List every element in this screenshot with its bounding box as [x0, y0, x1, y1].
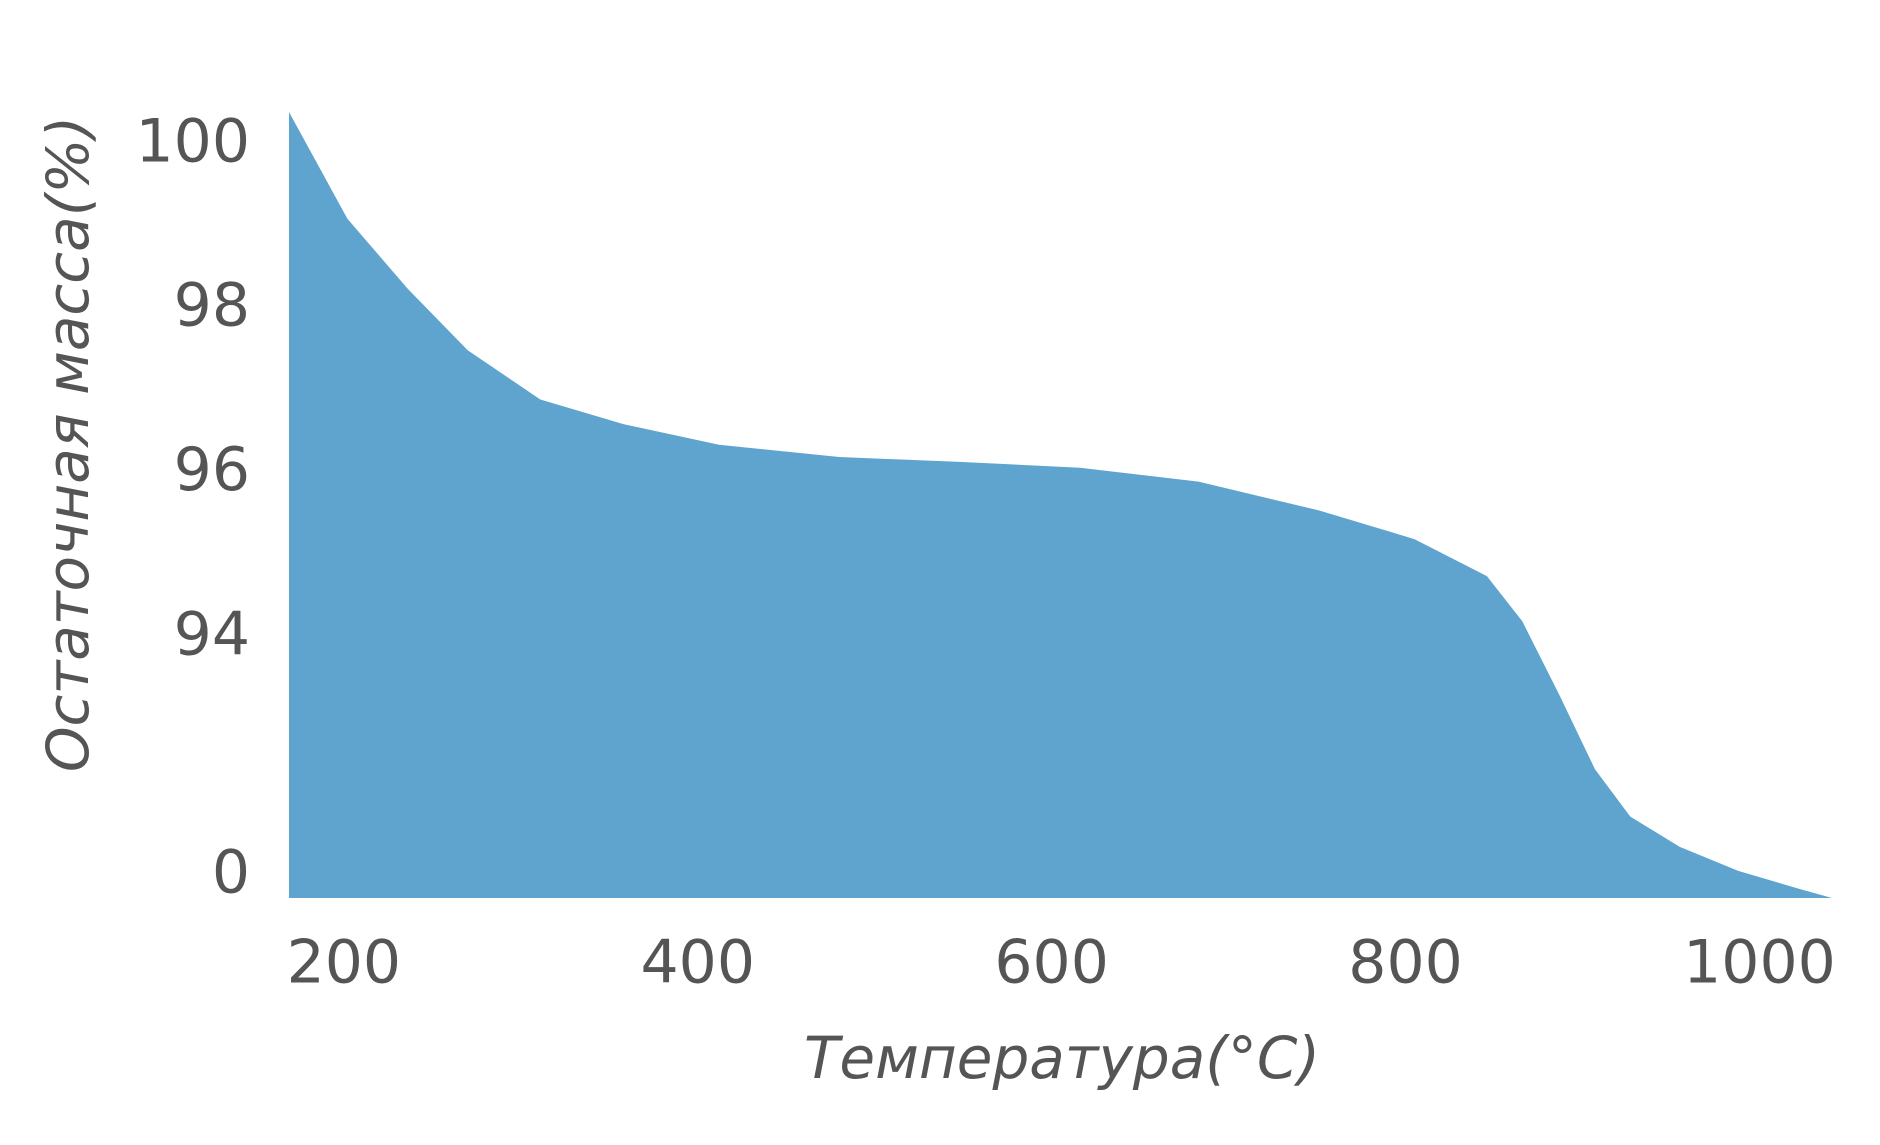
x-tick-label: 600: [994, 928, 1109, 998]
y-tick-label: 94: [174, 599, 250, 669]
x-tick-label: 400: [640, 928, 755, 998]
y-tick-label: 96: [174, 435, 250, 505]
y-axis-title: Остаточная масса(%): [34, 116, 102, 772]
y-tick-label: 100: [135, 106, 250, 176]
area: [289, 112, 1832, 898]
x-tick-label: 800: [1348, 928, 1463, 998]
x-axis-title: Температура(°C): [804, 1024, 1320, 1092]
y-tick-label: 98: [174, 271, 250, 341]
x-tick-label: 200: [287, 928, 402, 998]
x-tick-label: 1000: [1683, 928, 1836, 998]
y-tick-label: 0: [212, 838, 250, 908]
